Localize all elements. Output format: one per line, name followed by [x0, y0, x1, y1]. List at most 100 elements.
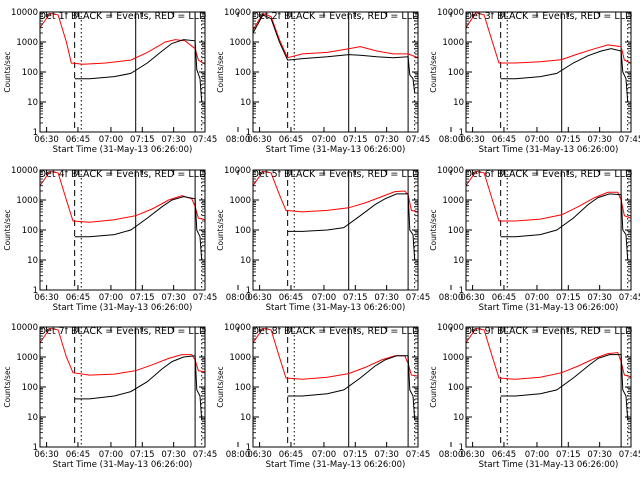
plot-frame: [252, 169, 419, 291]
y-tick-label: 10: [240, 256, 251, 266]
x-axis-label: Start Time (31-May-13 06:26:00): [479, 460, 619, 470]
x-tick-label: 07:45: [406, 135, 431, 145]
x-tick-label: 07:15: [343, 293, 368, 303]
lld-line: [40, 170, 205, 223]
y-tick-label: 1: [33, 443, 38, 453]
y-tick-label: 100: [448, 226, 464, 236]
y-tick-label: 10000: [437, 166, 464, 176]
x-tick-label: 07:00: [312, 293, 337, 303]
y-axis-label: Counts/sec: [429, 366, 438, 407]
x-tick-label: 06:45: [492, 450, 517, 460]
y-tick-label: 10: [27, 98, 38, 108]
x-tick-label: 07:45: [193, 293, 218, 303]
x-tick-label: 07:30: [374, 135, 399, 145]
x-tick-label: 07:45: [619, 450, 640, 460]
y-tick-label: 1000: [229, 353, 251, 363]
x-tick-label: 06:30: [34, 450, 59, 460]
chart-title: Det 5f BLACK = Events, RED = LLD: [252, 169, 420, 180]
y-tick-label: 100: [22, 226, 38, 236]
x-tick-label: 07:45: [619, 293, 640, 303]
y-tick-label: 10: [453, 98, 464, 108]
x-tick-label: 07:30: [161, 135, 186, 145]
events-line: [500, 48, 629, 103]
x-tick-label: 07:30: [587, 293, 612, 303]
y-axis-label: Counts/sec: [3, 366, 12, 407]
x-tick-label: 06:45: [279, 293, 304, 303]
plot-frame: [39, 11, 206, 133]
x-tick-label: 06:45: [492, 293, 517, 303]
y-tick-label: 1: [246, 286, 251, 296]
x-tick-label: 06:30: [460, 293, 485, 303]
chart-title: Det 3f BLACK = Events, RED = LLD: [465, 11, 633, 22]
y-tick-label: 1: [246, 443, 251, 453]
y-tick-label: 1: [246, 128, 251, 138]
x-axis-label: Start Time (31-May-13 06:26:00): [479, 145, 619, 155]
chart-title: Det 2f BLACK = Events, RED = LLD: [252, 11, 420, 22]
x-tick-label: 07:00: [525, 135, 550, 145]
x-axis-label: Start Time (31-May-13 06:26:00): [266, 145, 406, 155]
chart-panel: 1 10 100 1000 10000 06:30 06:45 07:00 07:15 07:30…: [429, 323, 640, 470]
x-tick-label: 06:30: [460, 135, 485, 145]
x-tick-label: 08:00: [439, 135, 464, 145]
lld-line: [253, 170, 418, 213]
x-tick-label: 06:30: [247, 293, 272, 303]
events-line: [500, 193, 629, 261]
plot-frame: [252, 11, 419, 133]
plot-frame: [39, 326, 206, 448]
x-tick-label: 07:45: [406, 450, 431, 460]
x-tick-label: 07:30: [587, 135, 612, 145]
x-tick-label: 07:30: [161, 293, 186, 303]
y-tick-label: 100: [22, 383, 38, 393]
x-tick-label: 06:45: [66, 293, 91, 303]
y-tick-label: 10000: [437, 323, 464, 333]
x-tick-label: 07:00: [525, 293, 550, 303]
x-tick-label: 07:45: [406, 293, 431, 303]
y-tick-label: 10000: [224, 323, 251, 333]
y-axis-label: Counts/sec: [216, 366, 225, 407]
x-tick-label: 07:45: [619, 135, 640, 145]
x-axis-label: Start Time (31-May-13 06:26:00): [53, 460, 193, 470]
x-tick-label: 06:30: [247, 135, 272, 145]
x-tick-label: 07:00: [312, 135, 337, 145]
x-tick-label: 07:00: [525, 450, 550, 460]
chart-panel: 1 10 100 1000 10000 06:30 06:45 07:00 07:15 07:30…: [216, 323, 463, 470]
x-tick-label: 07:00: [312, 450, 337, 460]
lld-line: [253, 327, 418, 380]
plot-frame: [465, 11, 632, 133]
x-tick-label: 07:00: [99, 135, 124, 145]
events-line: [74, 355, 203, 420]
x-tick-label: 07:30: [587, 450, 612, 460]
y-tick-label: 100: [448, 383, 464, 393]
y-tick-label: 10: [453, 256, 464, 266]
y-tick-label: 100: [448, 68, 464, 78]
x-tick-label: 07:30: [374, 293, 399, 303]
y-axis-label: Counts/sec: [429, 51, 438, 92]
x-tick-label: 06:30: [460, 450, 485, 460]
y-tick-label: 100: [235, 226, 251, 236]
y-tick-label: 1000: [442, 196, 464, 206]
x-tick-label: 07:15: [343, 135, 368, 145]
chart-panel: 1 10 100 1000 10000 06:30 06:45 07:00 07:15 07:30…: [3, 166, 250, 313]
events-line: [74, 196, 203, 261]
events-line: [74, 39, 203, 103]
y-tick-label: 100: [235, 68, 251, 78]
x-axis-label: Start Time (31-May-13 06:26:00): [266, 303, 406, 313]
plot-frame: [465, 326, 632, 448]
x-tick-label: 07:15: [556, 450, 581, 460]
x-tick-label: 06:45: [279, 450, 304, 460]
chart-title: Det 1f BLACK = Events, RED = LLD: [39, 11, 207, 22]
chart-title: Det 6f BLACK = Events, RED = LLD: [465, 169, 633, 180]
x-axis-label: Start Time (31-May-13 06:26:00): [53, 145, 193, 155]
plot-frame: [252, 326, 419, 448]
y-tick-label: 1000: [16, 196, 38, 206]
y-axis-label: Counts/sec: [3, 209, 12, 250]
y-tick-label: 10000: [224, 166, 251, 176]
y-tick-label: 1: [459, 286, 464, 296]
y-tick-label: 1000: [229, 38, 251, 48]
plot-frame: [39, 169, 206, 291]
y-tick-label: 10: [27, 256, 38, 266]
y-tick-label: 1: [33, 286, 38, 296]
y-tick-label: 10: [27, 413, 38, 423]
